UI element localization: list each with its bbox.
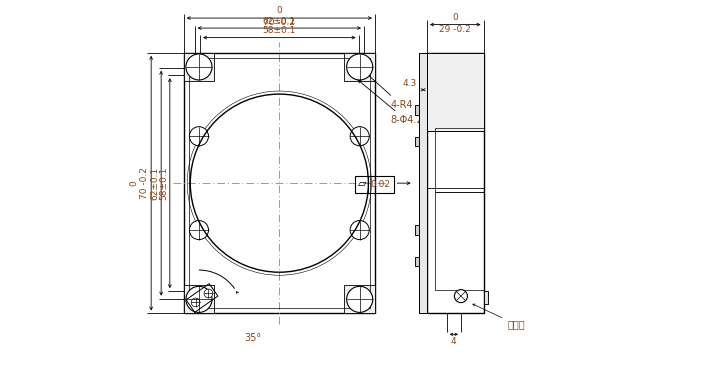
Bar <box>184 285 214 314</box>
Circle shape <box>191 298 200 307</box>
Bar <box>415 225 419 235</box>
Text: 70 -0.2: 70 -0.2 <box>263 18 296 27</box>
Text: 62±0.1: 62±0.1 <box>263 17 296 26</box>
Bar <box>184 53 214 81</box>
Text: 4: 4 <box>451 336 457 345</box>
Bar <box>419 53 427 314</box>
Bar <box>427 53 484 131</box>
Bar <box>415 105 419 115</box>
Text: 35°: 35° <box>245 333 262 343</box>
Bar <box>345 53 375 81</box>
Bar <box>415 225 419 235</box>
Bar <box>184 53 375 314</box>
Bar <box>484 291 488 304</box>
Text: 0: 0 <box>277 6 282 15</box>
Text: 4-R4: 4-R4 <box>366 74 413 110</box>
Text: 29 -0.2: 29 -0.2 <box>439 25 471 34</box>
Circle shape <box>186 286 212 312</box>
Circle shape <box>186 54 212 80</box>
Circle shape <box>454 290 468 303</box>
Circle shape <box>204 289 213 298</box>
Circle shape <box>350 127 369 146</box>
Bar <box>415 136 419 146</box>
Circle shape <box>190 127 208 146</box>
Bar <box>415 256 419 266</box>
Text: 0: 0 <box>452 13 458 22</box>
Text: 0
70 -0.2: 0 70 -0.2 <box>129 167 149 199</box>
Bar <box>435 192 484 290</box>
Text: 58±0.1: 58±0.1 <box>263 27 296 36</box>
Bar <box>435 128 484 192</box>
Bar <box>345 285 375 314</box>
Bar <box>415 105 419 115</box>
Text: 4.3: 4.3 <box>403 79 417 88</box>
Text: ▱: ▱ <box>357 180 366 189</box>
Bar <box>415 256 419 266</box>
Text: 8-Φ4.2: 8-Φ4.2 <box>358 80 423 125</box>
Bar <box>427 53 484 131</box>
Text: 58±0.1: 58±0.1 <box>159 166 168 200</box>
Text: 62±0.1: 62±0.1 <box>150 166 159 200</box>
Bar <box>484 291 488 304</box>
Text: 0.02: 0.02 <box>371 180 390 189</box>
Bar <box>189 58 370 308</box>
Circle shape <box>190 220 208 240</box>
Bar <box>415 136 419 146</box>
Circle shape <box>347 54 373 80</box>
Bar <box>427 53 484 314</box>
Bar <box>419 53 427 314</box>
Circle shape <box>350 220 369 240</box>
Circle shape <box>347 286 373 312</box>
Text: 出线口: 出线口 <box>473 304 525 329</box>
Bar <box>355 176 395 193</box>
